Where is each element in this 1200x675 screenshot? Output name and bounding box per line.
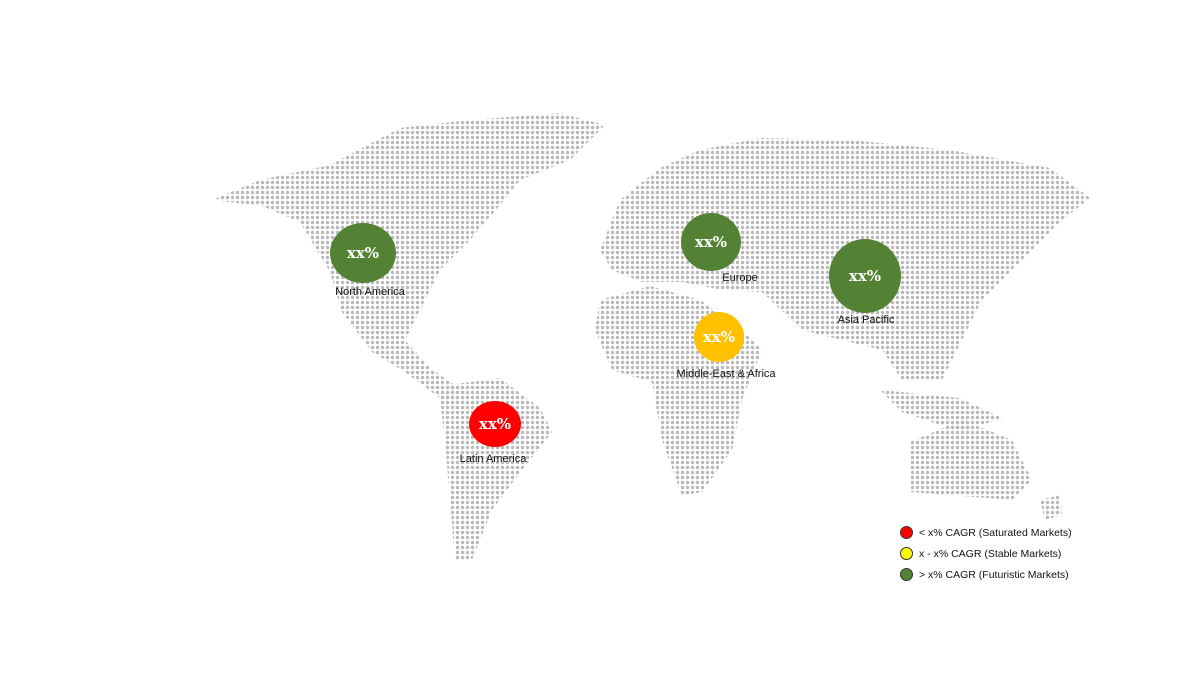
continent-australia bbox=[910, 420, 1032, 500]
label-europe: Europe bbox=[722, 272, 758, 284]
bubble-value-middle-east-africa: xx% bbox=[703, 328, 735, 346]
yellow-dot-icon bbox=[900, 547, 913, 560]
bubble-north-america bbox=[330, 223, 396, 283]
legend-item-saturated: < x% CAGR (Saturated Markets) bbox=[900, 522, 1072, 543]
legend-label: x - x% CAGR (Stable Markets) bbox=[919, 547, 1062, 560]
continent-north-america bbox=[212, 113, 605, 402]
legend-label: < x% CAGR (Saturated Markets) bbox=[919, 526, 1072, 539]
label-middle-east-africa: Middle-East & Africa bbox=[676, 368, 776, 380]
legend-item-futuristic: > x% CAGR (Futuristic Markets) bbox=[900, 564, 1072, 585]
bubble-value-europe: xx% bbox=[695, 233, 727, 251]
bubble-latin-america bbox=[469, 401, 521, 447]
green-dot-icon bbox=[900, 568, 913, 581]
legend-item-stable: x - x% CAGR (Stable Markets) bbox=[900, 543, 1072, 564]
bubble-value-latin-america: xx% bbox=[479, 415, 511, 433]
red-dot-icon bbox=[900, 526, 913, 539]
continent-south-america bbox=[440, 378, 552, 560]
label-north-america: North America bbox=[335, 286, 405, 298]
islands-southeast-asia bbox=[880, 390, 1002, 432]
legend-label: > x% CAGR (Futuristic Markets) bbox=[919, 568, 1069, 581]
bubble-europe bbox=[681, 213, 741, 271]
bubble-value-north-america: xx% bbox=[347, 244, 379, 262]
label-asia-pacific: Asia Pacific bbox=[837, 314, 895, 326]
continent-africa bbox=[595, 286, 762, 496]
bubble-value-asia-pacific: xx% bbox=[849, 267, 881, 285]
bubble-middle-east-africa bbox=[694, 312, 744, 362]
bubble-asia-pacific bbox=[829, 239, 901, 313]
legend: < x% CAGR (Saturated Markets) x - x% CAG… bbox=[900, 522, 1072, 585]
new-zealand bbox=[1040, 495, 1062, 520]
label-latin-america: Latin America bbox=[459, 453, 527, 465]
